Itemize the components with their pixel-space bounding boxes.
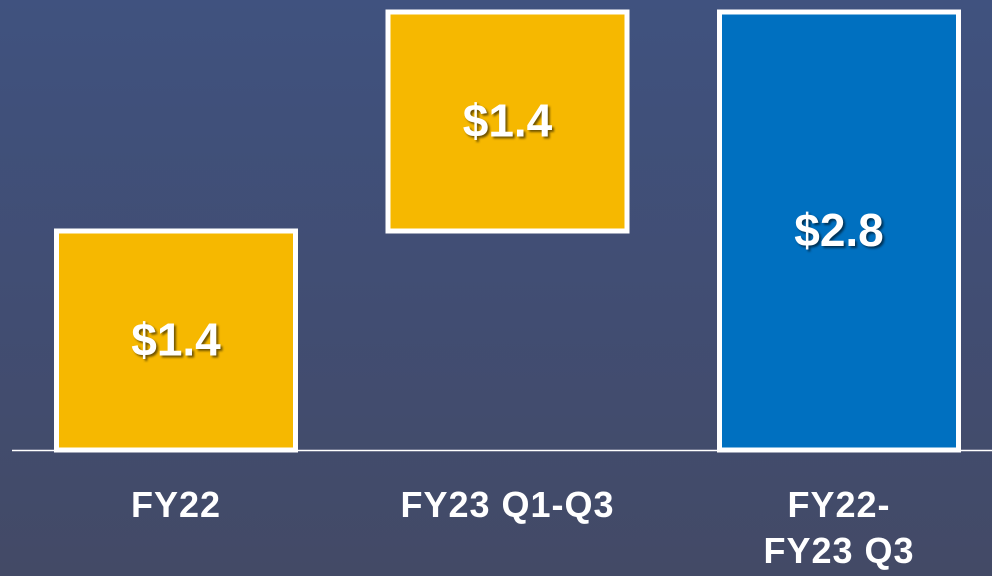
bar (54, 228, 298, 453)
bar (717, 9, 961, 453)
category-label: FY22- FY23 Q3 (763, 484, 915, 571)
value-label: $1.4 (463, 95, 553, 147)
category-label: FY22 (130, 484, 222, 525)
value-label: $2.8 (794, 204, 884, 256)
bar (385, 9, 630, 234)
category-label: FY23 Q1-Q3 (400, 484, 615, 525)
value-label: $1.4 (131, 314, 221, 366)
